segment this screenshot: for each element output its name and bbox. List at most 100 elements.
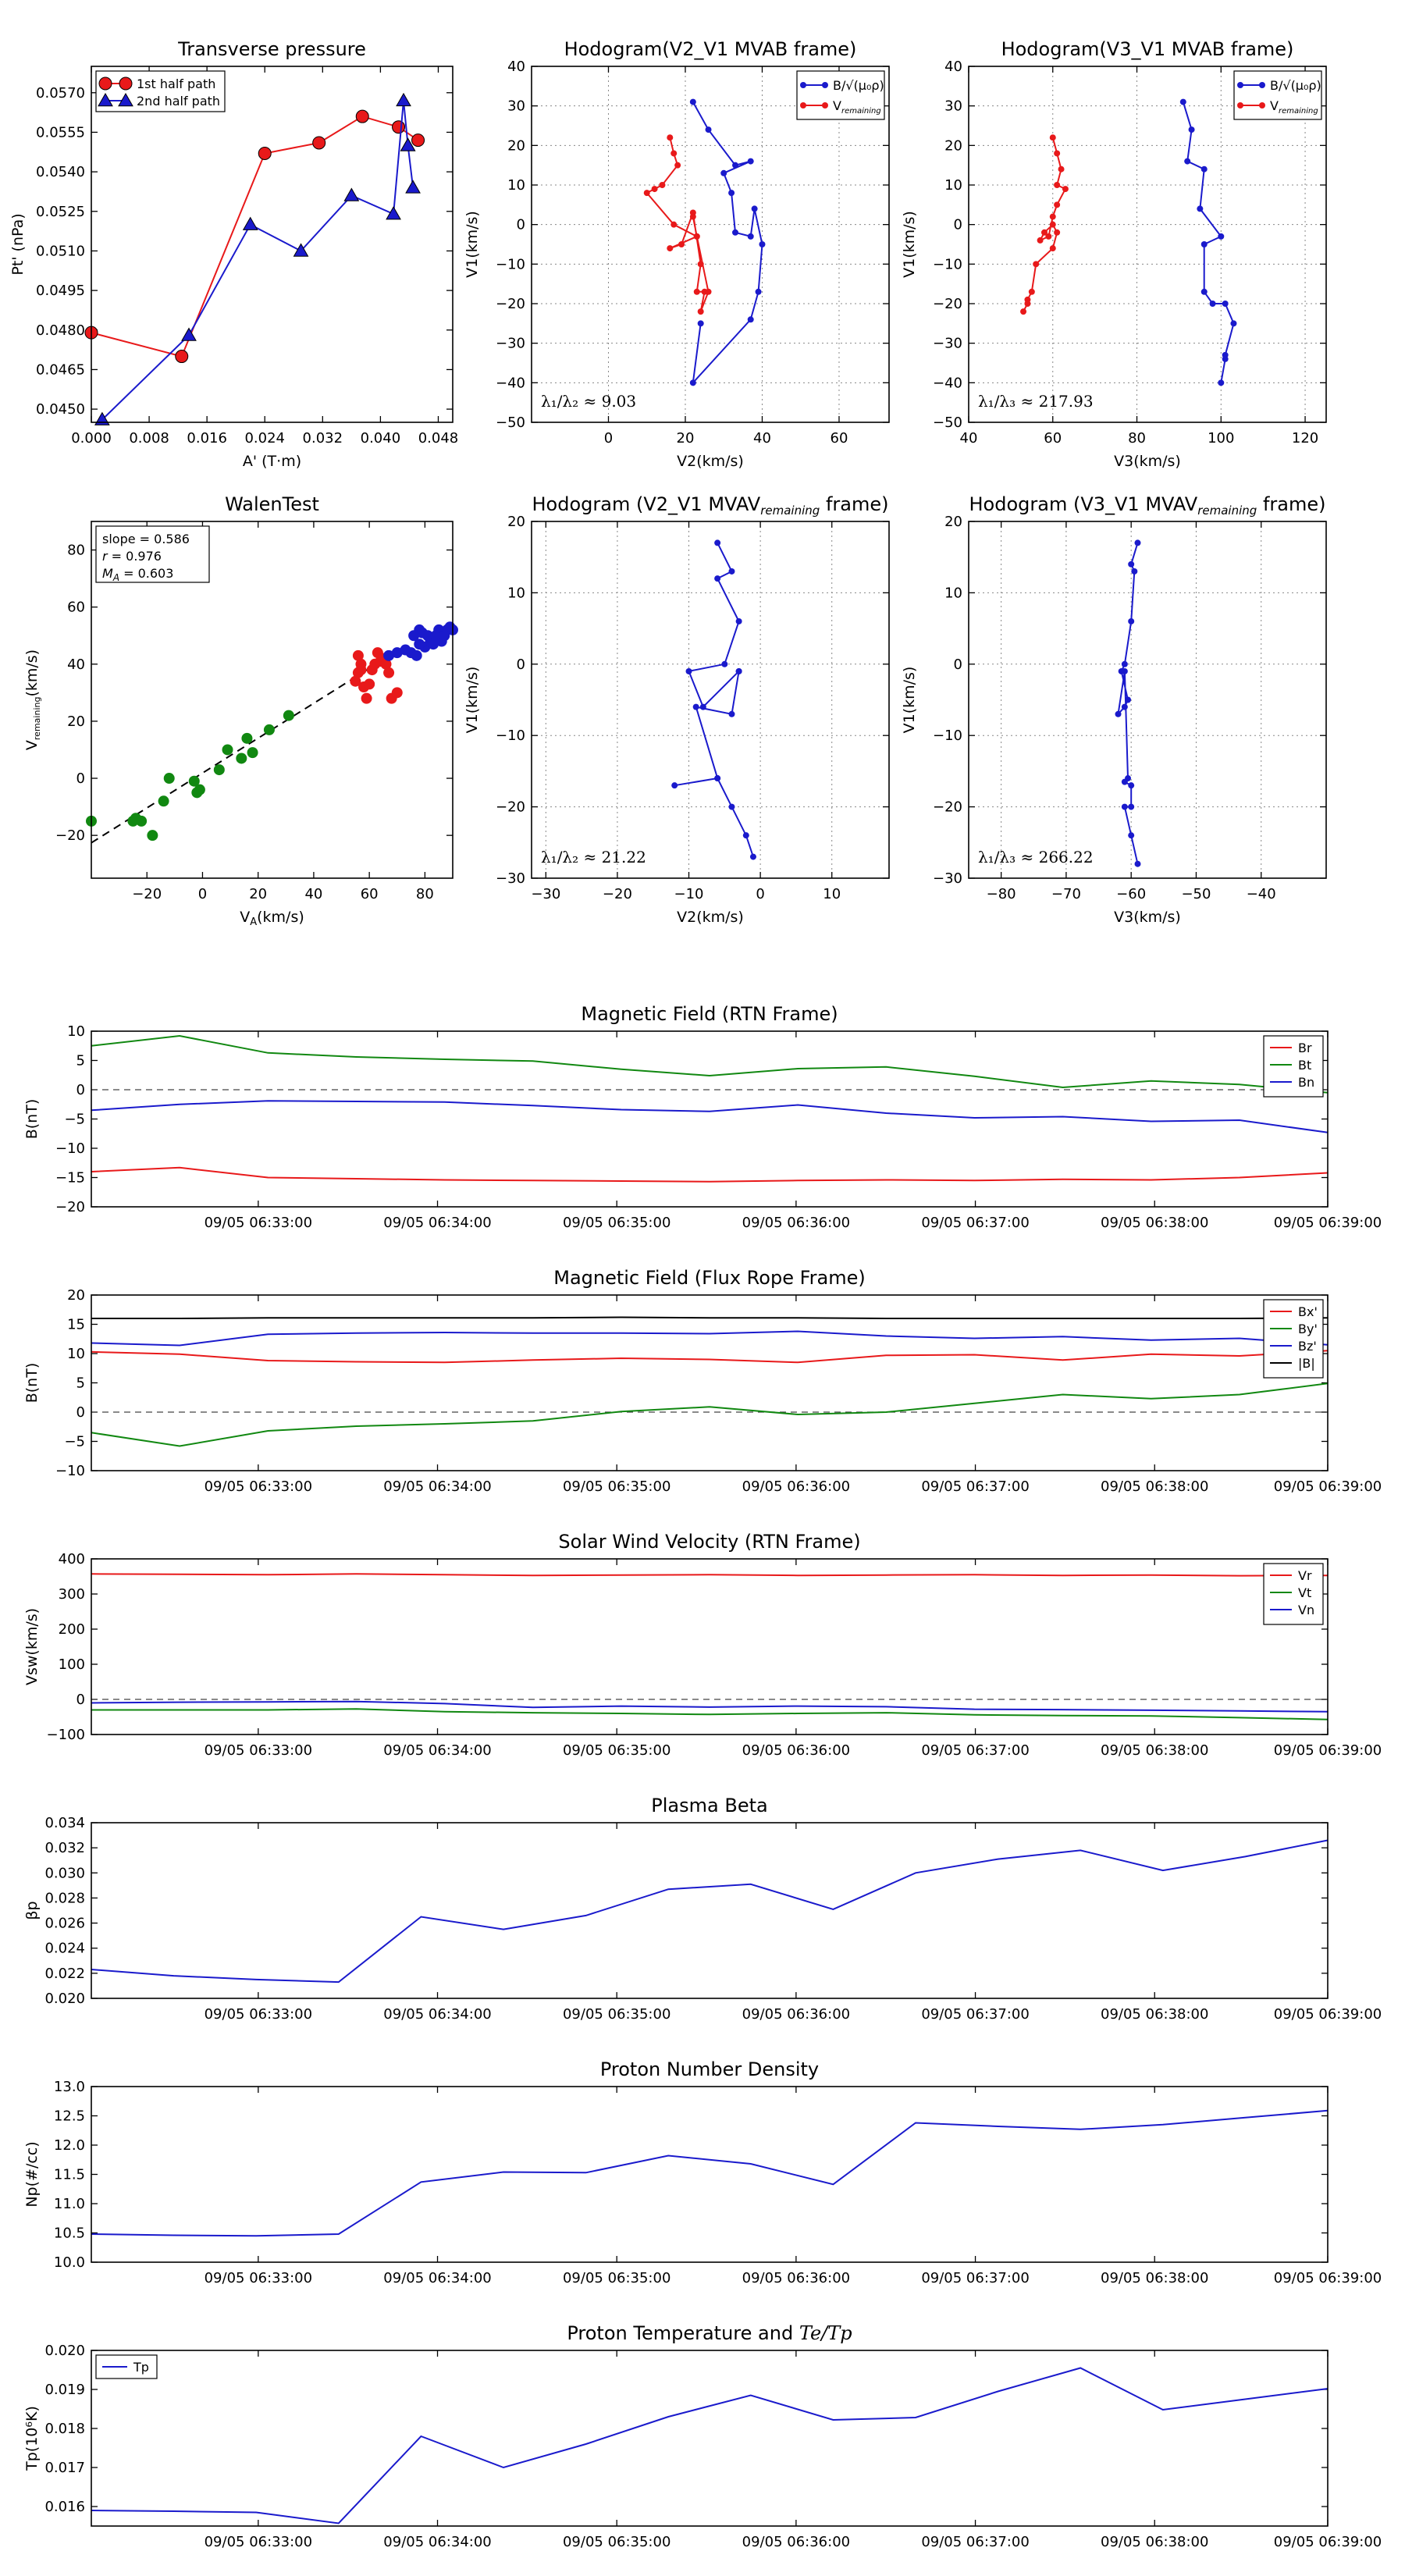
pt-point xyxy=(400,137,416,151)
vsw-ytick-label: 300 xyxy=(59,1586,85,1603)
bfield_fr-ytick-label: 15 xyxy=(67,1317,85,1333)
hodo2rem-ytick-label: −10 xyxy=(496,728,525,744)
bfield_fr-ytick-label: −5 xyxy=(64,1434,85,1450)
walen-point xyxy=(188,775,200,787)
hodo3rem-ylabel: V1(km/s) xyxy=(901,667,918,734)
np-time-label: 09/05 06:35:00 xyxy=(563,2270,670,2286)
bfield_rtn-ytick-label: −10 xyxy=(55,1140,85,1157)
walen-xtick-label: 80 xyxy=(416,886,434,902)
hodo12-series-line xyxy=(692,101,763,386)
hodo3rem-ytick-label: −10 xyxy=(933,728,962,744)
hodo3rem-ytick-label: 10 xyxy=(944,585,962,601)
hodo12-ytick-label: −50 xyxy=(496,415,525,431)
hodo2rem-ytick-label: −30 xyxy=(496,870,525,887)
hodo13-ytick-label: −30 xyxy=(933,336,962,352)
vsw-time-label: 09/05 06:37:00 xyxy=(921,1742,1029,1759)
vsw-time-label: 09/05 06:33:00 xyxy=(205,1742,312,1759)
pt-point xyxy=(386,206,401,220)
pt-series-line xyxy=(101,100,414,421)
tp-ytick-label: 0.019 xyxy=(44,2382,85,2398)
hodo12-legend-box xyxy=(796,70,885,120)
hodo12-ytick-label: 10 xyxy=(507,177,525,194)
np-ytick-label: 10.0 xyxy=(54,2254,85,2271)
walen-point xyxy=(411,649,422,661)
hodo2rem-ytick-label: 0 xyxy=(517,656,525,673)
pt-point xyxy=(411,133,425,148)
walen-ytick-label: 80 xyxy=(67,543,85,559)
bfield_fr-title: Magnetic Field (Flux Rope Frame) xyxy=(553,1267,865,1289)
hodo12-ytick-label: −20 xyxy=(496,296,525,312)
hodo3rem-point xyxy=(1121,778,1128,785)
tp-ytick-label: 0.016 xyxy=(44,2499,85,2515)
bfield_fr-ytick-label: 5 xyxy=(76,1375,85,1392)
np-ytick-label: 12.0 xyxy=(54,2137,85,2154)
walen-stat-2: MA = 0.603 xyxy=(102,566,173,583)
vsw-legend-label: Vr xyxy=(1298,1568,1312,1583)
pt-point xyxy=(355,109,369,123)
bfield_rtn-legend-label: Bn xyxy=(1298,1075,1314,1090)
hodo3rem-point xyxy=(1125,696,1132,703)
beta-ytick-label: 0.024 xyxy=(44,1941,85,1957)
walen-xtick-label: 0 xyxy=(198,886,207,902)
pt-ytick-label: 0.0450 xyxy=(36,401,85,418)
hodo13-legend-marker xyxy=(1259,82,1265,88)
hodo13-ytick-label: −40 xyxy=(933,375,962,391)
hodo12-ytick-label: −10 xyxy=(496,256,525,272)
bfield_rtn-time-label: 09/05 06:38:00 xyxy=(1101,1215,1208,1231)
hodo12-point xyxy=(747,316,754,323)
pt-ytick-label: 0.0510 xyxy=(36,243,85,259)
walen-point xyxy=(391,687,403,699)
tp-title: Proton Temperature and Te/Tp xyxy=(567,2322,852,2344)
bfield_fr-ytick-label: 0 xyxy=(76,1404,85,1421)
hodo12-frame xyxy=(531,66,890,423)
hodo13-point xyxy=(1230,320,1237,327)
vsw-ytick-label: 0 xyxy=(76,1692,85,1708)
hodo12-point xyxy=(670,221,678,228)
hodo2rem-point xyxy=(692,703,699,710)
vsw-frame xyxy=(91,1558,1329,1735)
hodo12-point xyxy=(693,233,700,240)
hodo13-point xyxy=(1020,308,1027,315)
hodo12-annotation: λ₁/λ₂ ≈ 9.03 xyxy=(541,392,636,411)
hodo13-point xyxy=(1218,379,1225,386)
hodo13-point xyxy=(1049,221,1056,228)
pt-frame xyxy=(91,66,454,423)
walen-ytick-label: 0 xyxy=(76,770,85,787)
hodo13-legend-label: B/√(μ₀ρ) xyxy=(1270,78,1321,93)
hodo2rem-ytick-label: 10 xyxy=(507,585,525,601)
bfield_fr-time-label: 09/05 06:39:00 xyxy=(1274,1478,1382,1495)
hodo12-point xyxy=(693,288,700,295)
walen-point xyxy=(352,649,364,661)
walen-xtick-label: −20 xyxy=(132,886,162,902)
walen-point xyxy=(361,692,372,704)
hodo3rem-ytick-label: 20 xyxy=(944,514,962,530)
np-time-label: 09/05 06:36:00 xyxy=(742,2270,850,2286)
tp-time-label: 09/05 06:33:00 xyxy=(205,2534,312,2550)
bfield_fr-ytick-label: 20 xyxy=(67,1287,85,1304)
pt-ytick-label: 0.0465 xyxy=(36,361,85,378)
hodo12-xtick-label: 0 xyxy=(604,430,613,447)
hodo13-point xyxy=(1200,241,1208,247)
pt-ytick-label: 0.0495 xyxy=(36,283,85,299)
hodo13-point xyxy=(1184,158,1191,165)
pt-xtick-label: 0.000 xyxy=(71,430,112,447)
hodo13-point xyxy=(1179,98,1186,105)
hodo12-legend-label: Vremaining xyxy=(833,98,881,116)
hodo13-legend-marker xyxy=(1237,102,1243,109)
np-time-label: 09/05 06:39:00 xyxy=(1274,2270,1382,2286)
hodo12-point xyxy=(659,182,666,188)
hodo3rem-xlabel: V3(km/s) xyxy=(1114,909,1181,926)
pt-point xyxy=(181,327,197,341)
pt-xtick-label: 0.032 xyxy=(303,430,343,447)
walen-point xyxy=(158,795,169,807)
tp-ytick-label: 0.018 xyxy=(44,2421,85,2437)
bfield_rtn-ylabel: B(nT) xyxy=(23,1099,41,1140)
bfield_fr-time-label: 09/05 06:38:00 xyxy=(1101,1478,1208,1495)
hodo13-ytick-label: −50 xyxy=(933,415,962,431)
tp-time-label: 09/05 06:35:00 xyxy=(563,2534,670,2550)
vsw-time-label: 09/05 06:38:00 xyxy=(1101,1742,1208,1759)
pt-point xyxy=(343,187,360,201)
pt-point xyxy=(293,243,309,257)
hodo12-ytick-label: 0 xyxy=(517,217,525,233)
hodo13-xtick-label: 80 xyxy=(1128,430,1146,447)
